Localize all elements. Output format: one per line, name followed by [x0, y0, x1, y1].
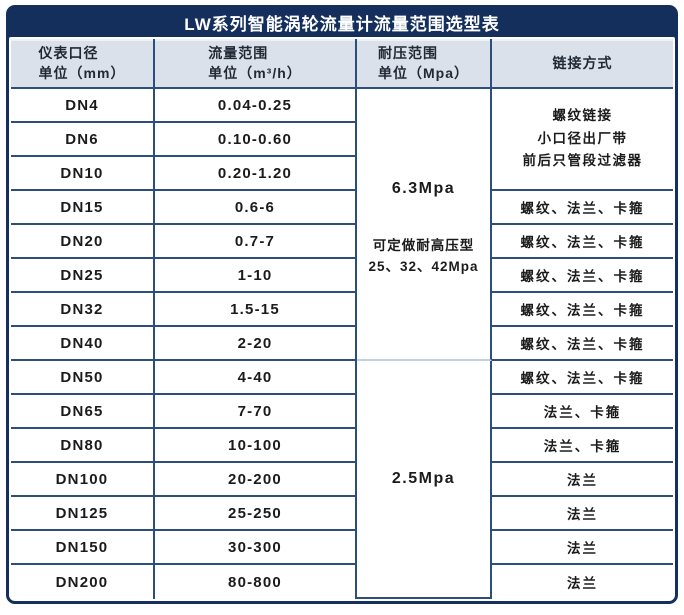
flow-range-cell: 0.20-1.20 [155, 157, 357, 191]
dn-cell: DN4 [11, 89, 155, 123]
dn-cell: DN25 [11, 259, 155, 293]
header-line: 单位（m³/h） [208, 65, 302, 81]
selection-table-frame: LW系列智能涡轮流量计流量范围选型表 仪表口径单位（mm） 流量范围单位（m³/… [6, 5, 678, 604]
connection-type-cell: 螺纹、法兰、卡箍 [492, 293, 673, 327]
flow-range-cell: 0.10-0.60 [155, 123, 357, 157]
table-row: DN10 0.20-1.20 [11, 157, 673, 191]
table-row: DN200 80-800 法兰 [11, 565, 673, 599]
dn-cell: DN15 [11, 191, 155, 225]
header-line: 耐压范围 [378, 44, 438, 61]
pressure-stack: 6.3Mpa 可定做耐高压型 25、32、42Mpa [357, 170, 490, 278]
dn-cell: DN50 [11, 361, 155, 395]
connection-type-cell: 螺纹、法兰、卡箍 [492, 259, 673, 293]
header-line: 仪表口径 [38, 44, 99, 61]
flow-range-cell: 4-40 [155, 361, 357, 395]
col-header-diameter: 仪表口径单位（mm） [11, 39, 155, 89]
table-row: DN15 0.6-6 螺纹、法兰、卡箍 [11, 191, 673, 225]
conn-note-line: 小口径出厂带 [537, 130, 628, 146]
conn-note-line: 前后只管段过滤器 [522, 153, 643, 169]
dn-cell: DN125 [11, 497, 155, 531]
header-line: 单位（mm） [38, 65, 126, 81]
page-title: LW系列智能涡轮流量计流量范围选型表 [184, 15, 500, 34]
dn-cell: DN80 [11, 429, 155, 463]
pressure-rating-cell-2-5mpa: 2.5Mpa [357, 361, 492, 599]
connection-type-cell: 法兰 [492, 463, 673, 497]
table-row: DN25 1-10 螺纹、法兰、卡箍 [11, 259, 673, 293]
dn-cell: DN65 [11, 395, 155, 429]
flow-range-cell: 2-20 [155, 327, 357, 361]
flow-range-cell: 7-70 [155, 395, 357, 429]
flow-range-cell: 0.04-0.25 [155, 89, 357, 123]
table-area: 仪表口径单位（mm） 流量范围单位（m³/h） 耐压范围单位（Mpa） 链接方式… [9, 37, 675, 601]
flow-range-cell: 30-300 [155, 531, 357, 565]
connection-type-cell: 法兰 [492, 497, 673, 531]
pressure-rating-cell-6-3mpa: 6.3Mpa 可定做耐高压型 25、32、42Mpa [357, 89, 492, 361]
dn-cell: DN200 [11, 565, 155, 599]
connection-type-cell: 螺纹、法兰、卡箍 [492, 191, 673, 225]
table-row: DN80 10-100 法兰、卡箍 [11, 429, 673, 463]
header-line: 链接方式 [552, 55, 613, 71]
table-row: DN40 2-20 螺纹、法兰、卡箍 [11, 327, 673, 361]
flow-range-selection-table: 仪表口径单位（mm） 流量范围单位（m³/h） 耐压范围单位（Mpa） 链接方式… [11, 39, 673, 599]
col-header-pressure-range: 耐压范围单位（Mpa） [357, 39, 492, 89]
connection-type-cell: 螺纹、法兰、卡箍 [492, 327, 673, 361]
pressure-value: 2.5Mpa [391, 470, 456, 487]
col-header-diameter-text: 仪表口径单位（mm） [39, 43, 126, 84]
small-bore-connection-note: 螺纹链接 小口径出厂带 前后只管段过滤器 [492, 105, 673, 174]
header-row: 仪表口径单位（mm） 流量范围单位（m³/h） 耐压范围单位（Mpa） 链接方式 [11, 39, 673, 89]
connection-type-cell: 螺纹、法兰、卡箍 [492, 361, 673, 395]
pressure-custom-note: 可定做耐高压型 25、32、42Mpa [368, 236, 478, 278]
connection-type-cell: 法兰、卡箍 [492, 429, 673, 463]
col-header-pressure-range-text: 耐压范围单位（Mpa） [378, 43, 469, 84]
flow-range-cell: 1-10 [155, 259, 357, 293]
table-row: DN32 1.5-15 螺纹、法兰、卡箍 [11, 293, 673, 327]
table-row: DN125 25-250 法兰 [11, 497, 673, 531]
connection-type-cell: 法兰 [567, 576, 598, 591]
table-row: DN65 7-70 法兰、卡箍 [11, 395, 673, 429]
flow-range-cell: 0.6-6 [155, 191, 357, 225]
dn-cell: DN10 [11, 157, 155, 191]
conn-note-line: 螺纹链接 [552, 107, 613, 123]
pressure-value: 6.3Mpa [391, 180, 456, 198]
dn-cell: DN40 [11, 327, 155, 361]
flow-range-cell: 0.7-7 [155, 225, 357, 259]
flow-range-cell: 25-250 [155, 497, 357, 531]
table-row: DN100 20-200 法兰 [11, 463, 673, 497]
flow-range-cell: 1.5-15 [155, 293, 357, 327]
table-row: DN6 0.10-0.60 [11, 123, 673, 157]
table-row: DN4 0.04-0.25 6.3Mpa 可定做耐高压型 25、32、42Mpa [11, 89, 673, 361]
flow-range-cell: 10-100 [155, 429, 357, 463]
pressure-note-line: 25、32、42Mpa [368, 259, 479, 274]
col-header-connection-type: 链接方式 [492, 39, 673, 89]
flow-range-cell: 80-800 [155, 565, 357, 599]
dn-cell: DN100 [11, 463, 155, 497]
flow-range-cell: 20-200 [155, 463, 357, 497]
table-row: DN20 0.7-7 螺纹、法兰、卡箍 [11, 225, 673, 259]
pressure-note-line: 可定做耐高压型 [372, 238, 475, 254]
dn-cell: DN6 [11, 123, 155, 157]
dn-cell: DN20 [11, 225, 155, 259]
table-row: DN150 30-300 法兰 [11, 531, 673, 565]
dn-cell: DN150 [11, 531, 155, 565]
dn-cell: DN32 [11, 293, 155, 327]
table-row: DN50 4-40 2.5Mpa 螺纹、法兰、卡箍 [11, 361, 673, 599]
connection-type-cell: 法兰 [492, 531, 673, 565]
col-header-flow-range: 流量范围单位（m³/h） [155, 39, 357, 89]
col-header-flow-range-text: 流量范围单位（m³/h） [208, 43, 302, 84]
connection-type-cell: 法兰、卡箍 [492, 395, 673, 429]
connection-type-cell-small-bore: 螺纹链接 小口径出厂带 前后只管段过滤器 [492, 89, 673, 191]
header-line: 单位（Mpa） [378, 65, 469, 81]
header-line: 流量范围 [208, 44, 269, 61]
connection-type-cell: 螺纹、法兰、卡箍 [492, 225, 673, 259]
